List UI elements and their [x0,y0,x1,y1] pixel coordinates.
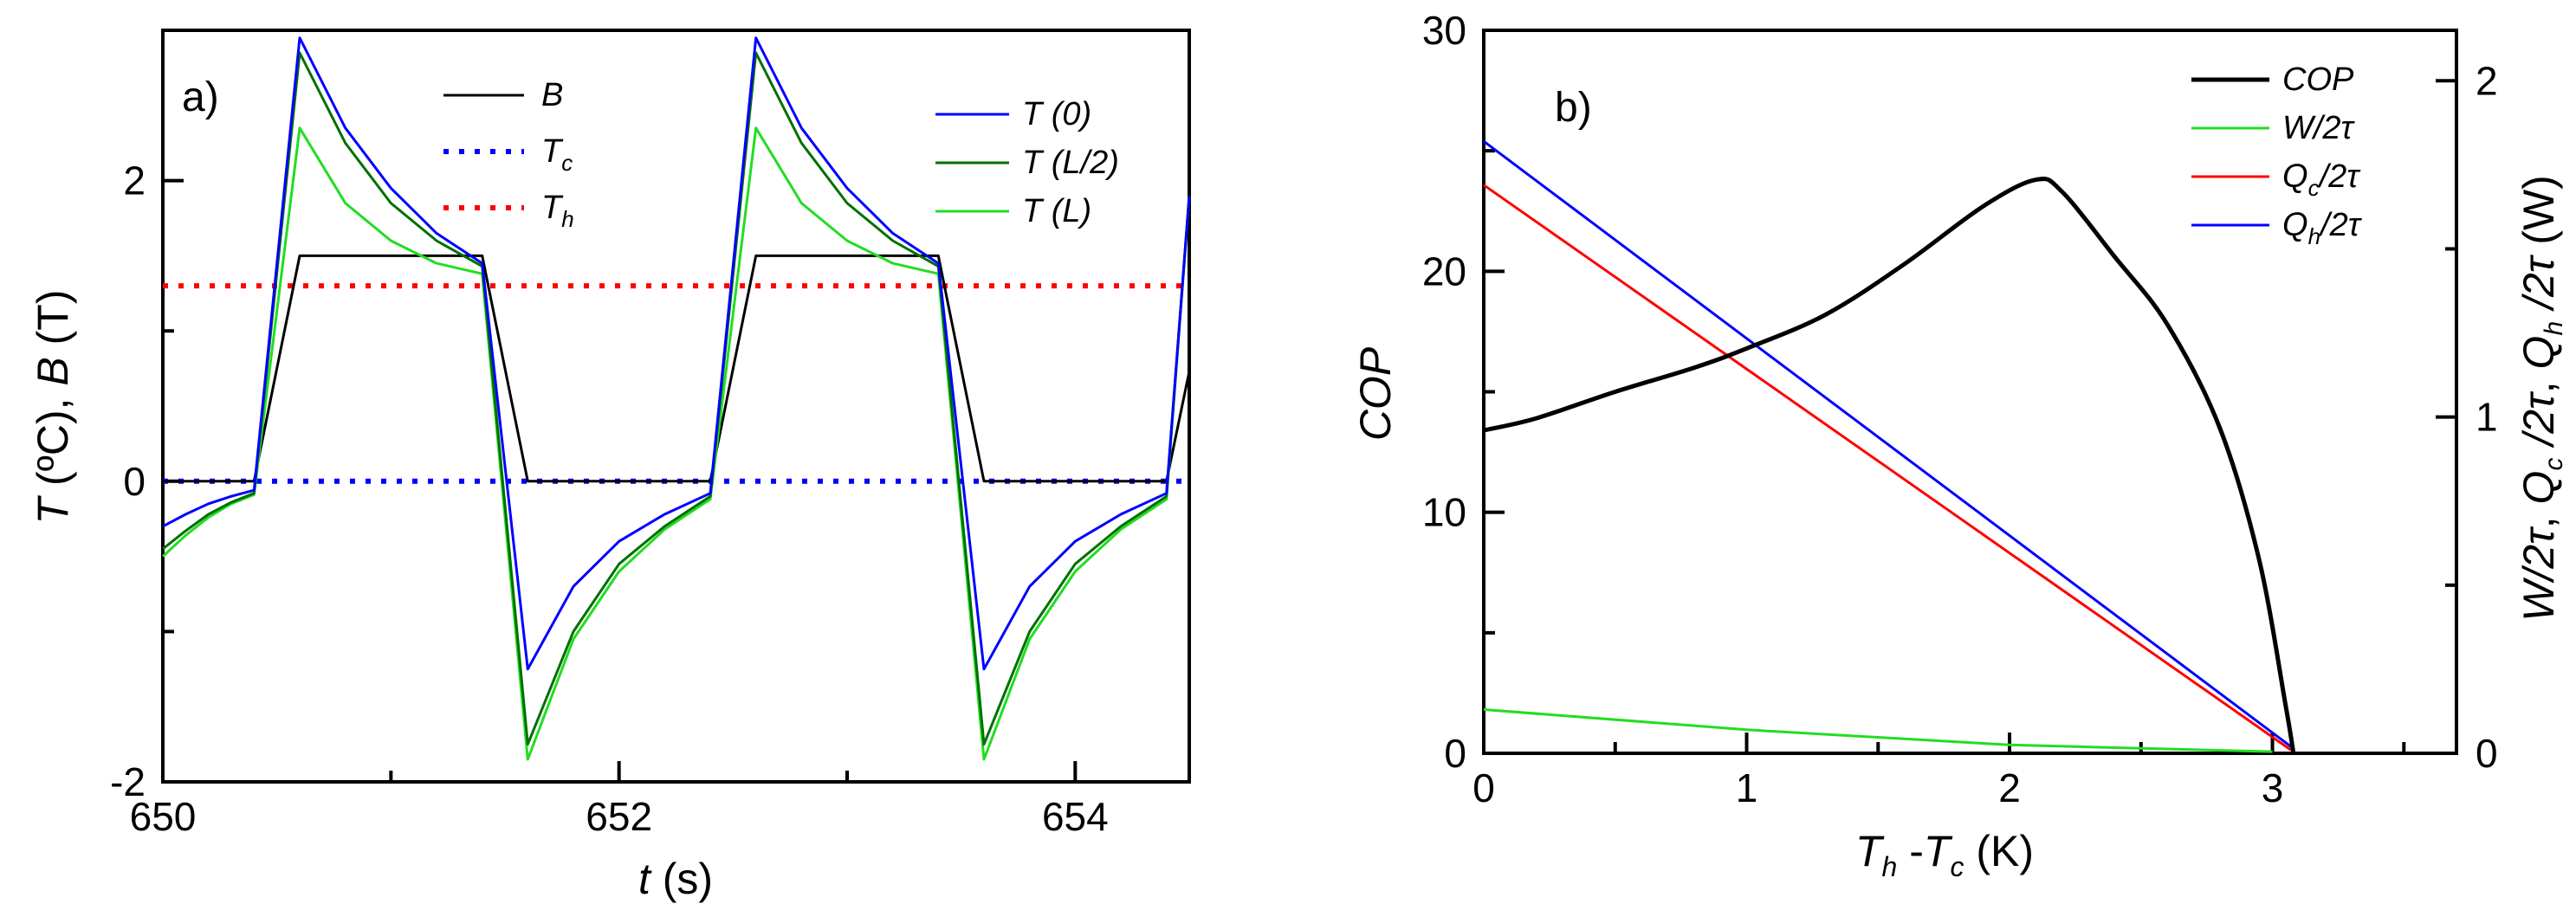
panel-a-label: a) [182,74,219,120]
panel-b-y-axis-label-right: W/2τ, Qc /2τ, Qh /2τ (W) [2515,175,2568,622]
series-line-w-2 [1483,708,2273,753]
panel-a-ticks: 650 652 654 -2 0 2 [110,29,1109,839]
legend-label-cop: COP [2282,61,2354,98]
panel-b-x-tick-label: 3 [2262,765,2284,810]
panel-a-y-tick-label: 0 [123,459,146,504]
series-line-qh-2 [1483,140,2292,748]
series-line-cop [1483,177,2296,754]
panel-b-y-tick-label-left: 0 [1444,731,1466,776]
legend-label-qc: Qc/2τ [2282,158,2361,201]
legend-label-tl2: T (L/2) [1022,145,1119,181]
legend-label-th: Th [541,190,574,232]
panel-b-series [1483,140,2296,754]
series-line-b [163,254,1191,483]
panel-a-legend-right: T (0) T (L/2) T (L) [935,96,1119,229]
panel-a-plot-frame [161,29,1191,784]
legend-label-tl: T (L) [1022,193,1091,229]
panel-a-x-tick-label: 654 [1042,794,1109,839]
panel-a-y-axis-label: T (ºC), B (T) [29,290,77,525]
panel-a-x-axis-label: t (s) [638,855,713,903]
legend-label-t0: T (0) [1022,96,1091,132]
panel-b-y-tick-label-right: 1 [2476,395,2498,440]
legend-label-tc: Tc [541,133,573,176]
panel-a: 650 652 654 -2 0 2 a) B Tc Th T (0) T (L/2) T… [29,29,1191,903]
panel-b-y-tick-label-right: 2 [2476,58,2498,103]
panel-b-x-tick-label: 0 [1472,765,1495,810]
panel-b-label: b) [1555,85,1592,131]
panel-a-y-tick-label: -2 [110,759,146,804]
series-line-t-l [161,126,1191,761]
panel-b-x-tick-label: 2 [1998,765,2021,810]
series-line-t-0 [162,36,1191,671]
panel-a-x-tick-label: 650 [130,794,197,839]
panel-b-y-tick-label-left: 30 [1422,8,1466,53]
panel-b-y-tick-label-left: 20 [1422,248,1466,294]
panel-a-legend-left: B Tc Th [443,77,574,232]
panel-b-legend: COP W/2τ Qc/2τ Qh/2τ [2191,61,2363,249]
panel-a-series [161,36,1191,761]
legend-label-w: W/2τ [2282,110,2356,146]
panel-b-y-tick-label-right: 0 [2476,731,2498,776]
legend-label-b: B [541,77,563,113]
legend-label-qh: Qh/2τ [2282,207,2363,249]
series-line-qc-2 [1483,184,2292,752]
panel-b-x-axis-label: Th -Tc (K) [1855,827,2034,882]
panel-b-y-axis-label-left: COP [1351,346,1400,441]
panel-a-x-tick-label: 652 [586,794,652,839]
panel-a-y-tick-label: 2 [123,158,146,203]
panel-b-y-tick-label-left: 10 [1422,490,1466,535]
panel-b-x-tick-label: 1 [1736,765,1758,810]
